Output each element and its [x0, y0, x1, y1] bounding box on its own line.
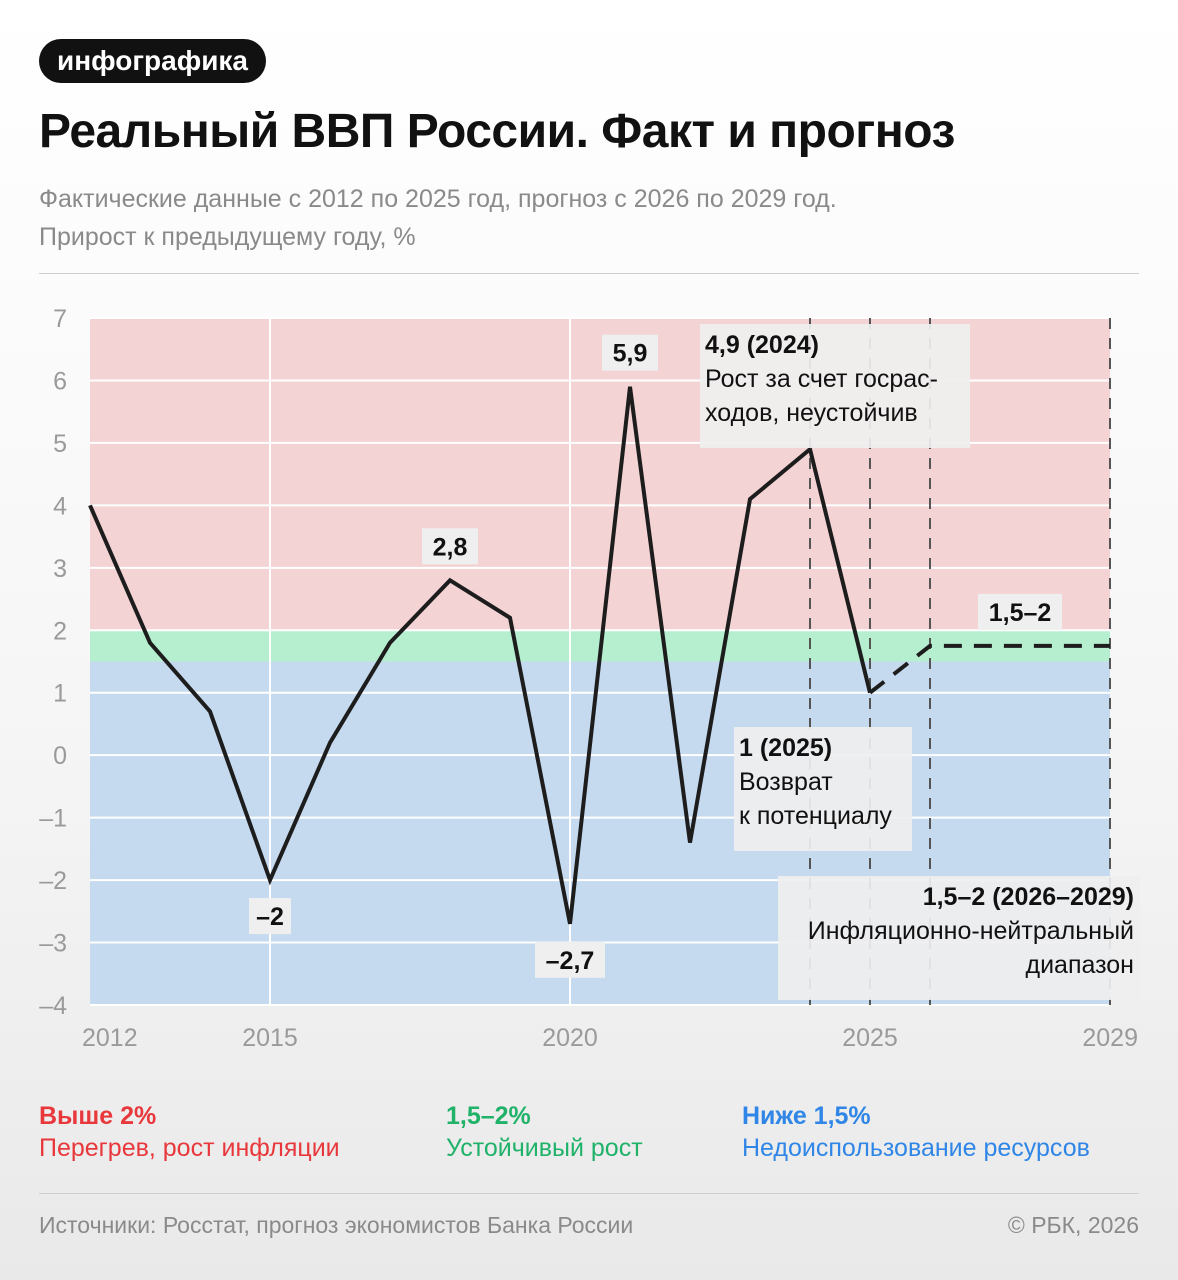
y-tick-label: –3 [39, 930, 67, 958]
data-label: –2 [249, 898, 291, 935]
annotation-forecast-bg [778, 876, 1140, 1000]
header-divider [39, 273, 1139, 274]
series-forecast-line [868, 643, 1110, 695]
gdp-line-chart: 7 6 5 4 3 2 1 0 –1 –2 –3 –4 2012 2015 2020 2025 2029 2,8 5… [39, 305, 1140, 1052]
y-tick-label: 6 [53, 367, 67, 395]
data-label: 1,5–2 [978, 593, 1062, 630]
annotation-2025: 1 (2025) Возврат к потенциалу [734, 727, 912, 851]
legend-above-head: Выше 2% [39, 1102, 157, 1130]
y-tick-label: –4 [39, 992, 67, 1020]
y-tick-label: 7 [53, 305, 67, 333]
annotation-2024: 4,9 (2024) Рост за счет госрас-ходов, неу… [700, 324, 970, 448]
data-label-text: –2,7 [546, 947, 595, 975]
data-label-bg [602, 334, 658, 371]
subtitle-line-1: Фактические данные с 2012 по 2025 год, п… [39, 185, 837, 213]
annotation-2025-text: Возврат [739, 768, 833, 796]
infographic-tag: инфографика [39, 39, 266, 83]
annotation-forecast-text: диапазон [1025, 951, 1134, 979]
data-label: –2,7 [535, 941, 605, 978]
y-tick-label: 5 [53, 430, 67, 458]
annotation-forecast-title: 1,5–2 (2026–2029) [923, 883, 1134, 911]
legend-below: Ниже 1,5% Недоиспользование ресурсов [742, 1100, 1090, 1164]
y-tick-label: 4 [53, 492, 67, 520]
annotation-2025-text: к потенциалу [739, 802, 892, 830]
legend-above-desc: Перегрев, рост инфляции [39, 1134, 340, 1162]
y-tick-label: 0 [53, 742, 67, 770]
footer-copyright: © РБК, 2026 [1007, 1212, 1139, 1238]
legend-below-head: Ниже 1,5% [742, 1102, 871, 1130]
data-label-text: 5,9 [613, 340, 648, 368]
x-tick-label: 2015 [242, 1024, 298, 1052]
data-label-bg [249, 898, 291, 935]
y-tick-label: –1 [39, 805, 67, 833]
x-tick-label: 2029 [1082, 1024, 1138, 1052]
y-tick-label: –2 [39, 867, 67, 895]
data-label: 2,8 [422, 528, 478, 565]
subtitle-line-2: Прирост к предыдущему году, % [39, 223, 416, 251]
y-tick-label: 3 [53, 555, 67, 583]
page-title: Реальный ВВП России. Факт и прогноз [39, 105, 955, 158]
data-label-bg [535, 941, 605, 978]
data-label-text: –2 [256, 903, 284, 931]
x-tick-label: 2020 [542, 1024, 598, 1052]
y-tick-label: 1 [53, 680, 67, 708]
annotation-forecast-text: Инфляционно-нейтральный [808, 917, 1134, 945]
legend-below-desc: Недоиспользование ресурсов [742, 1134, 1090, 1162]
annotation-2024-text: ходов, неустойчив [705, 399, 918, 427]
annotation-forecast: 1,5–2 (2026–2029) Инфляционно-нейтральный… [778, 876, 1140, 1000]
footer-divider [39, 1193, 1139, 1194]
legend-stable-desc: Устойчивый рост [446, 1134, 643, 1162]
y-tick-label: 2 [53, 617, 67, 645]
annotation-2024-bg [700, 324, 970, 448]
x-tick-label: 2025 [842, 1024, 898, 1052]
data-label-text: 2,8 [433, 533, 468, 561]
x-tick-label: 2012 [82, 1024, 138, 1052]
legend-above: Выше 2% Перегрев, рост инфляции [39, 1100, 340, 1164]
annotation-2024-title: 4,9 (2024) [705, 331, 819, 359]
subtitle: Фактические данные с 2012 по 2025 год, п… [39, 180, 1139, 256]
legend-stable: 1,5–2% Устойчивый рост [446, 1100, 643, 1164]
footer-sources: Источники: Росстат, прогноз экономистов … [39, 1212, 634, 1238]
data-label-text: 1,5–2 [989, 599, 1052, 627]
annotation-2025-bg [734, 727, 912, 851]
legend-stable-head: 1,5–2% [446, 1102, 531, 1130]
series-fact-line [88, 386, 872, 925]
annotation-2025-title: 1 (2025) [739, 734, 832, 762]
data-label-bg [422, 528, 478, 565]
annotation-2024-text: Рост за счет госрас- [705, 365, 938, 393]
data-label: 5,9 [602, 334, 658, 371]
data-label-bg [978, 593, 1062, 630]
